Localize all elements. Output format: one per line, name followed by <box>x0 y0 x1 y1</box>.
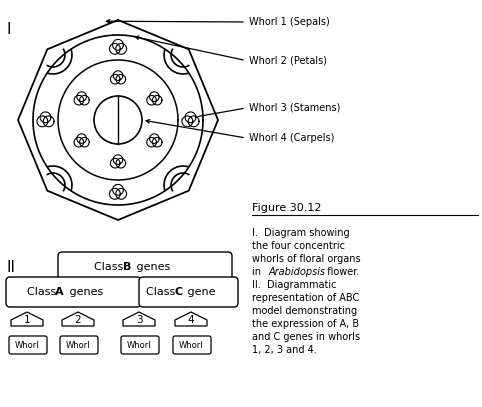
Polygon shape <box>188 116 199 127</box>
Text: 1: 1 <box>24 315 30 325</box>
Text: I: I <box>6 22 11 37</box>
Polygon shape <box>110 74 120 84</box>
Text: whorls of floral organs: whorls of floral organs <box>252 254 361 264</box>
Polygon shape <box>175 312 207 326</box>
Polygon shape <box>147 138 156 147</box>
Text: the expression of A, B: the expression of A, B <box>252 319 359 329</box>
Polygon shape <box>37 116 48 127</box>
Polygon shape <box>74 138 83 147</box>
Text: Class: Class <box>27 287 59 297</box>
Polygon shape <box>147 95 156 105</box>
Polygon shape <box>182 116 193 127</box>
Polygon shape <box>113 39 123 50</box>
Text: representation of ABC: representation of ABC <box>252 293 359 303</box>
Polygon shape <box>149 92 159 101</box>
Polygon shape <box>62 312 94 326</box>
Text: 3: 3 <box>136 315 142 325</box>
Text: Whorl 2 (Petals): Whorl 2 (Petals) <box>249 55 327 66</box>
Polygon shape <box>123 312 155 326</box>
Polygon shape <box>152 138 162 147</box>
FancyBboxPatch shape <box>9 336 47 354</box>
Polygon shape <box>113 184 123 195</box>
Text: II: II <box>6 260 15 276</box>
Text: 4: 4 <box>187 315 194 325</box>
Polygon shape <box>149 134 159 143</box>
Text: Sepals: Sepals <box>12 295 42 304</box>
Polygon shape <box>80 138 89 147</box>
Polygon shape <box>113 71 123 81</box>
Text: flower.: flower. <box>321 267 359 277</box>
Text: II.  Diagrammatic: II. Diagrammatic <box>252 280 336 290</box>
Polygon shape <box>80 95 89 105</box>
Text: 1, 2, 3 and 4.: 1, 2, 3 and 4. <box>252 345 317 355</box>
Text: 2: 2 <box>75 315 81 325</box>
Polygon shape <box>43 116 54 127</box>
FancyBboxPatch shape <box>58 252 232 282</box>
Polygon shape <box>116 158 126 168</box>
Polygon shape <box>185 112 196 123</box>
Text: B: B <box>123 262 131 272</box>
Circle shape <box>94 96 142 144</box>
Text: in: in <box>252 267 267 277</box>
Text: Whorl: Whorl <box>179 341 203 350</box>
Text: and C genes in whorls: and C genes in whorls <box>252 332 360 342</box>
FancyBboxPatch shape <box>60 336 98 354</box>
Text: Whorl: Whorl <box>14 341 40 350</box>
Polygon shape <box>77 134 86 143</box>
Text: Whorl 4 (Carpels): Whorl 4 (Carpels) <box>249 133 335 143</box>
Polygon shape <box>116 44 127 54</box>
FancyBboxPatch shape <box>121 336 159 354</box>
Text: Whorl: Whorl <box>127 341 151 350</box>
Text: genes: genes <box>66 287 103 297</box>
Text: gene: gene <box>185 287 216 297</box>
Text: Whorl 3 (Stamens): Whorl 3 (Stamens) <box>249 103 340 113</box>
Text: Carpels: Carpels <box>174 295 208 304</box>
Polygon shape <box>109 44 120 54</box>
Text: I.  Diagram showing: I. Diagram showing <box>252 228 349 238</box>
Polygon shape <box>110 158 120 168</box>
Text: Class: Class <box>146 287 178 297</box>
Polygon shape <box>74 95 83 105</box>
Polygon shape <box>152 95 162 105</box>
Text: Figure 30.12: Figure 30.12 <box>252 203 321 213</box>
Text: Stamens: Stamens <box>119 295 159 304</box>
FancyBboxPatch shape <box>173 336 211 354</box>
Polygon shape <box>11 312 43 326</box>
Text: Petals: Petals <box>65 295 92 304</box>
Text: the four concentric: the four concentric <box>252 241 345 251</box>
Polygon shape <box>116 74 126 84</box>
Text: Arabidopsis: Arabidopsis <box>269 267 326 277</box>
FancyBboxPatch shape <box>139 277 238 307</box>
Text: C: C <box>174 287 183 297</box>
Polygon shape <box>77 92 86 101</box>
Text: A: A <box>55 287 64 297</box>
Text: Whorl 1 (Sepals): Whorl 1 (Sepals) <box>249 17 330 27</box>
Text: genes: genes <box>133 262 170 272</box>
FancyBboxPatch shape <box>6 277 141 307</box>
Text: Class: Class <box>94 262 127 272</box>
Text: Whorl: Whorl <box>66 341 90 350</box>
Polygon shape <box>109 188 120 199</box>
Polygon shape <box>116 188 127 199</box>
Polygon shape <box>40 112 51 123</box>
Text: model demonstrating: model demonstrating <box>252 306 357 316</box>
Polygon shape <box>113 155 123 164</box>
